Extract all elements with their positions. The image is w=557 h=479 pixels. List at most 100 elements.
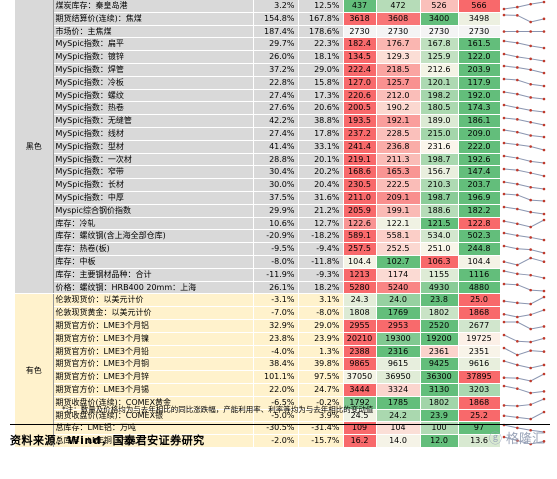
table-row: 期货收盘价(连续)：COMEX黄金 -6.5% -0.2% 1792 1785 1802 1… bbox=[15, 396, 549, 410]
indicator-name: 市场价：主焦煤 bbox=[53, 25, 254, 39]
sparkline-point bbox=[515, 193, 519, 197]
yoy-change: 29.0% bbox=[298, 63, 344, 77]
yoy-change: 23.8% bbox=[253, 332, 299, 346]
yoy-change: 37.5% bbox=[253, 191, 299, 205]
sparkline-point bbox=[528, 171, 532, 174]
yoy-change: -20.9% bbox=[253, 229, 299, 244]
sparkline-point bbox=[502, 414, 505, 417]
indicator-name: Myspic综合钢价指数 bbox=[53, 204, 254, 218]
week-value: 14.0 bbox=[376, 434, 421, 448]
week-value: 1785 bbox=[376, 396, 421, 410]
trend-cell bbox=[500, 89, 549, 103]
sparkline-point bbox=[528, 3, 532, 6]
week-value: 125.9 bbox=[420, 50, 459, 64]
yoy-change: -2.0% bbox=[253, 434, 299, 448]
week-value: 205.9 bbox=[343, 204, 377, 218]
trend-cell bbox=[500, 25, 549, 39]
week-value: 161.5 bbox=[458, 37, 501, 52]
sparkline-point bbox=[542, 276, 545, 280]
week-value: 23.9 bbox=[420, 409, 459, 423]
week-value: 244.8 bbox=[458, 242, 501, 256]
sparkline-point bbox=[542, 337, 545, 340]
yoy-change: 31.6% bbox=[298, 191, 344, 205]
yoy-change: 18.1% bbox=[298, 50, 344, 64]
week-value: 9615 bbox=[376, 357, 421, 372]
sparkline-point bbox=[528, 145, 532, 148]
trend-cell bbox=[500, 268, 549, 282]
week-value: 1155 bbox=[420, 268, 459, 282]
week-value: 122.1 bbox=[376, 217, 421, 231]
sparkline-point bbox=[542, 72, 545, 75]
yoy-change: 187.4% bbox=[253, 25, 299, 39]
sparkline-line bbox=[503, 104, 544, 113]
yoy-change: -4.0% bbox=[253, 345, 299, 359]
week-value: 20210 bbox=[343, 332, 377, 346]
yoy-change: 12.7% bbox=[298, 217, 344, 231]
sparkline-point bbox=[528, 366, 532, 370]
sparkline-line bbox=[503, 334, 544, 343]
sparkline bbox=[502, 321, 545, 331]
week-value: 125.7 bbox=[376, 76, 421, 90]
week-value: 502.3 bbox=[458, 229, 501, 244]
week-value: 209.1 bbox=[376, 191, 421, 205]
indicator-name: MySpic指数：扁平 bbox=[53, 37, 254, 52]
sparkline bbox=[502, 193, 545, 203]
sparkline-point bbox=[502, 65, 505, 68]
week-value: 25.2 bbox=[458, 409, 501, 423]
sparkline-point bbox=[542, 372, 545, 375]
table-row: 期货收盘价(连续)：COMEX银 -5.0% 3.9% 24.5 24.2 23.9 25.… bbox=[15, 409, 549, 423]
indicator-name: 期货结算价(连续)：焦煤 bbox=[53, 12, 254, 26]
sparkline bbox=[502, 359, 545, 370]
sparkline-point bbox=[515, 78, 519, 82]
sparkline bbox=[502, 167, 545, 178]
yoy-change: 26.1% bbox=[253, 281, 299, 295]
trend-cell bbox=[500, 332, 549, 346]
sparkline bbox=[502, 129, 545, 139]
divider bbox=[10, 424, 550, 425]
sparkline-line bbox=[503, 257, 544, 266]
week-value: 121.5 bbox=[420, 217, 459, 231]
yoy-change: 27.4% bbox=[253, 89, 299, 103]
sparkline-point bbox=[515, 14, 519, 17]
table-row: 库存：中板 -8.0% -11.8% 104.4 102.7 106.3 104.4 bbox=[15, 255, 549, 269]
yoy-change: 97.5% bbox=[298, 370, 344, 384]
table-row: 库存：冷轧 10.6% 12.7% 122.6 122.1 121.5 122.8 bbox=[15, 217, 549, 231]
yoy-change: -9.3% bbox=[298, 268, 344, 282]
week-value: 106.3 bbox=[420, 255, 459, 269]
week-value: 198.7 bbox=[420, 153, 459, 167]
week-value: 3324 bbox=[376, 383, 421, 397]
table-row: 期货官方价：LME3个月锌 101.1% 97.5% 37050 36950 36300 3… bbox=[15, 370, 549, 384]
sparkline-point bbox=[502, 180, 505, 183]
yoy-change: 3.1% bbox=[298, 293, 344, 308]
week-value: 192.1 bbox=[376, 114, 421, 128]
trend-cell bbox=[500, 165, 549, 180]
week-value: 122.0 bbox=[458, 50, 501, 64]
sparkline-point bbox=[515, 106, 519, 109]
week-value: 1808 bbox=[343, 306, 377, 320]
trend-cell bbox=[500, 153, 549, 167]
indicator-name: MySpic指数：冷板 bbox=[53, 76, 254, 90]
week-value: 180.5 bbox=[420, 101, 459, 116]
sparkline-point bbox=[502, 384, 505, 388]
sparkline-point bbox=[515, 321, 519, 324]
sparkline-line bbox=[503, 181, 544, 190]
source-footer: 资料来源：Wind，国泰君安证券研究 bbox=[10, 434, 205, 447]
week-value: 203.9 bbox=[458, 63, 501, 77]
sparkline bbox=[502, 90, 545, 101]
week-value: 251.0 bbox=[420, 242, 459, 256]
sparkline-point bbox=[528, 160, 532, 163]
sparkline-point bbox=[528, 391, 532, 395]
sparkline-point bbox=[502, 167, 505, 171]
trend-cell bbox=[500, 191, 549, 205]
trend-cell bbox=[500, 370, 549, 384]
sparkline-point bbox=[542, 161, 545, 165]
sparkline-point bbox=[502, 359, 505, 363]
sparkline-point bbox=[515, 66, 519, 70]
yoy-change: 20.2% bbox=[298, 165, 344, 180]
sparkline-point bbox=[502, 404, 505, 407]
sparkline-line bbox=[503, 14, 544, 23]
sparkline-point bbox=[542, 1, 545, 4]
sparkline-point bbox=[528, 68, 532, 72]
week-value: 182.4 bbox=[343, 37, 377, 52]
sparkline-point bbox=[542, 289, 545, 293]
